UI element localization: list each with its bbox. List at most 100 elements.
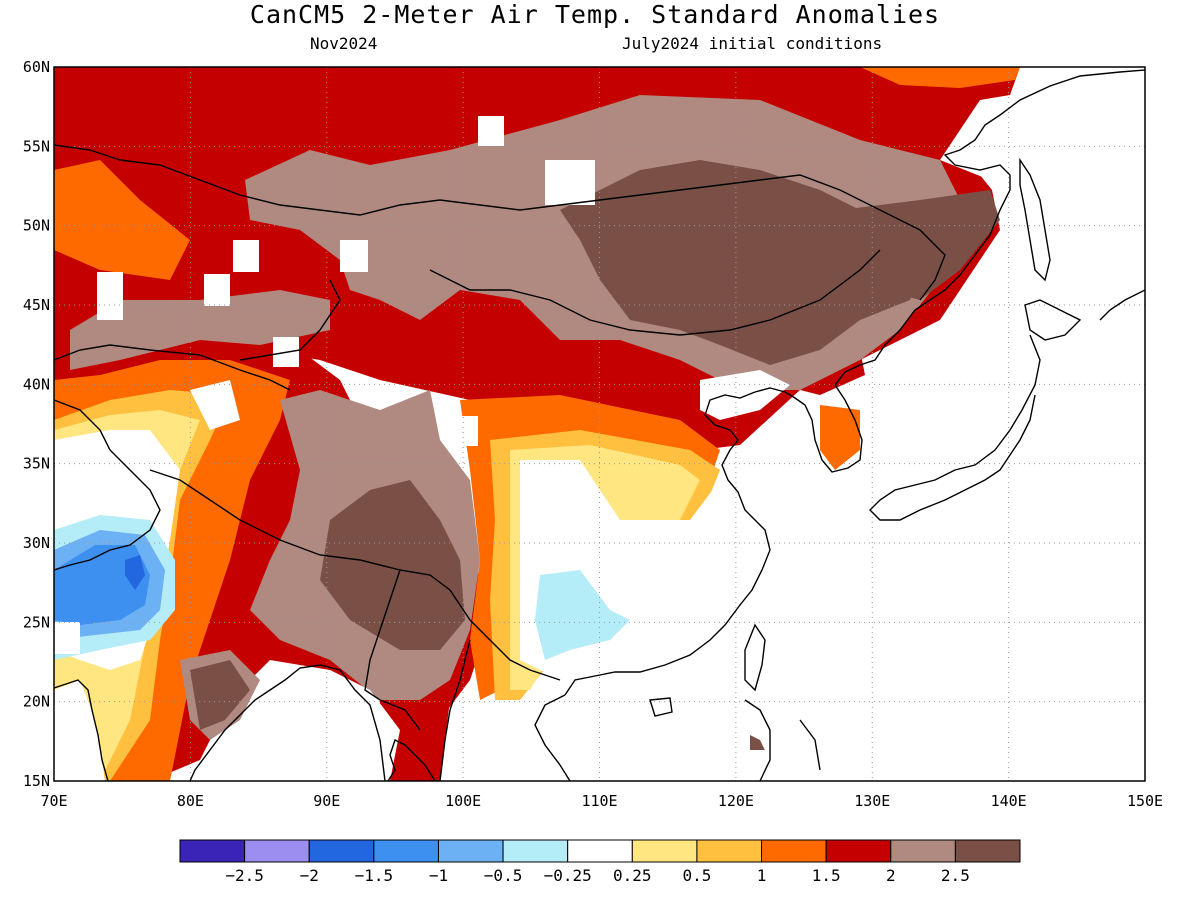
x-tick-label: 90E xyxy=(313,792,340,810)
colorbar-swatch xyxy=(244,839,310,863)
border-indochina xyxy=(439,589,561,781)
colorbar-label: −0.25 xyxy=(544,866,592,885)
coastline-arabian xyxy=(54,679,109,781)
colorbar-label: −2.5 xyxy=(225,866,264,885)
coastlines xyxy=(54,69,1145,781)
coastline-bengal xyxy=(189,664,386,781)
colorbar-swatch xyxy=(890,839,956,863)
anomaly-region-neutral-himalaya xyxy=(190,380,240,430)
colorbar-label: 1.5 xyxy=(812,866,841,885)
y-tick-label: 35N xyxy=(23,455,50,473)
coastline-japan-honshu xyxy=(869,334,1041,521)
colorbar-label: −1.5 xyxy=(355,866,394,885)
colorbar: −2.5 −2 −1.5 −1 −0.5 −0.25 0.25 0.5 1 1.5 2 2.5 xyxy=(179,839,1021,885)
colorbar-swatch xyxy=(954,839,1021,863)
colorbar-swatch xyxy=(502,839,569,863)
border-russia-mongolia-china xyxy=(54,144,946,301)
colorbar-label: 2.5 xyxy=(941,866,970,885)
coastline-korea xyxy=(754,384,863,473)
y-tick-label: 45N xyxy=(23,296,50,314)
anomaly-region-orange-ne xyxy=(860,67,1020,88)
x-tick-label: 80E xyxy=(177,792,204,810)
y-tick-label: 20N xyxy=(23,693,50,711)
colorbar-label: 1 xyxy=(757,866,767,885)
colorbar-swatch xyxy=(631,839,698,863)
colorbar-label: −1 xyxy=(429,866,448,885)
x-axis-ticks: 70E 80E 90E 100E 110E 120E 130E 140E 150E xyxy=(40,792,1163,810)
coastline-philippines xyxy=(744,699,821,781)
mask-cell xyxy=(204,274,230,306)
ocean-mask-arabian xyxy=(54,680,105,781)
colorbar-swatch xyxy=(825,839,892,863)
x-tick-label: 130E xyxy=(854,792,890,810)
coastline-hokkaido xyxy=(1024,299,1082,341)
colorbar-label: 0.5 xyxy=(682,866,711,885)
border-india-china xyxy=(149,469,451,591)
x-tick-label: 110E xyxy=(581,792,617,810)
anomaly-fields xyxy=(54,67,1145,781)
coastline-kamchatka xyxy=(1099,289,1145,321)
x-tick-label: 70E xyxy=(40,792,67,810)
mask-cell xyxy=(97,272,123,320)
mask-cell xyxy=(340,240,368,272)
y-axis-ticks: 60N 55N 50N 45N 40N 35N 30N 25N 20N 15N xyxy=(23,58,50,790)
anomaly-region-orange-west xyxy=(54,160,190,280)
y-tick-label: 30N xyxy=(23,534,50,552)
colorbar-swatch xyxy=(308,839,375,863)
plot-frame xyxy=(53,66,1146,782)
ocean-mask-scs xyxy=(560,685,740,781)
initial-conditions: July2024 initial conditions xyxy=(622,34,883,53)
y-tick-label: 50N xyxy=(23,217,50,235)
y-tick-label: 15N xyxy=(23,772,50,790)
x-tick-label: 100E xyxy=(445,792,481,810)
ocean-mask-bohai xyxy=(700,370,790,420)
x-tick-label: 120E xyxy=(718,792,754,810)
border-myanmar xyxy=(364,569,421,731)
valid-month: Nov2024 xyxy=(310,34,378,53)
border-kazakh-china xyxy=(239,279,341,361)
y-tick-label: 25N xyxy=(23,613,50,631)
colorbar-swatch xyxy=(761,839,827,863)
anomaly-region-brown-ne-china xyxy=(840,190,1000,300)
x-tick-label: 140E xyxy=(991,792,1027,810)
y-tick-label: 40N xyxy=(23,375,50,393)
anomaly-region-orange-korea xyxy=(820,405,860,470)
coastline-russia-pacific xyxy=(834,69,1145,386)
colorbar-swatch xyxy=(696,839,763,863)
mask-cell xyxy=(545,160,595,205)
anomaly-region-brown-mongolia xyxy=(560,160,930,365)
colorbar-swatch xyxy=(179,839,246,863)
gridlines xyxy=(54,67,1145,781)
colorbar-swatch xyxy=(373,839,439,863)
y-tick-label: 55N xyxy=(23,137,50,155)
colorbar-swatch xyxy=(567,839,633,863)
anomaly-region-cyan-china xyxy=(535,570,630,660)
anomaly-region-red-patch xyxy=(380,680,450,781)
anomaly-region-brown-india xyxy=(190,660,250,730)
coastline-indochina xyxy=(534,694,571,781)
border-central-asia xyxy=(54,344,291,391)
ocean-mask-bay-bengal xyxy=(200,670,400,781)
chart-title: CanCM5 2-Meter Air Temp. Standard Anomal… xyxy=(249,0,941,29)
mask-cell xyxy=(452,416,478,446)
coastline-hainan xyxy=(649,697,673,717)
mask-cell xyxy=(233,240,259,272)
colorbar-swatch xyxy=(437,839,504,863)
y-tick-label: 60N xyxy=(23,58,50,76)
x-tick-label: 150E xyxy=(1127,792,1163,810)
colorbar-label: 2 xyxy=(886,866,896,885)
anomaly-region-blue3-india xyxy=(125,555,145,590)
mask-cell xyxy=(478,116,504,146)
coastline-china-east xyxy=(564,391,771,696)
coastline-sakhalin xyxy=(1019,157,1051,282)
anomaly-region-brown-tibet xyxy=(320,480,465,650)
colorbar-label: −0.5 xyxy=(484,866,523,885)
border-china-mongolia xyxy=(429,249,881,336)
colorbar-label: 0.25 xyxy=(613,866,652,885)
anomaly-region-tan-kazakh xyxy=(70,290,330,370)
mask-cell xyxy=(54,622,80,654)
coastline-taiwan xyxy=(744,623,766,692)
coastline-myanmar xyxy=(387,739,436,781)
border-afghanistan-pakistan xyxy=(54,399,161,571)
